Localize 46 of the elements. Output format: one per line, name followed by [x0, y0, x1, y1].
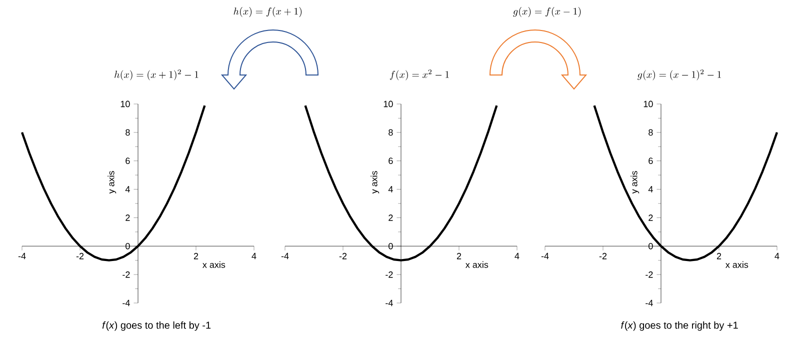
- y-tick-label: -4: [386, 300, 393, 306]
- y-tick-label: -2: [122, 271, 130, 278]
- x-tick-label: -2: [599, 252, 607, 260]
- y-tick-label: 6: [648, 158, 653, 164]
- text: f(x) goes to the right by +1: [621, 321, 738, 331]
- text: f(x) goes to the left by -1: [102, 321, 211, 331]
- x-tick-label: 4: [774, 252, 780, 260]
- y-tick-label: 4: [125, 186, 130, 192]
- y-tick-label: 2: [126, 214, 130, 221]
- x-tick-label: 2: [194, 252, 198, 260]
- y-tick-label: -4: [122, 300, 130, 306]
- text: $h(x) = f(x+1)$: [234, 7, 302, 18]
- y-tick-label: -2: [646, 271, 653, 278]
- y-tick-label: 6: [388, 158, 393, 164]
- y-tick-label: 4: [648, 186, 653, 192]
- x-tick-label: -4: [281, 252, 289, 260]
- x-tick-label: 4: [514, 252, 520, 260]
- chart-title: $h(x) = (x+1)^{2} - 1$: [114, 69, 198, 80]
- x-axis-title: x axis: [466, 261, 488, 268]
- y-tick-label: 4: [388, 186, 393, 192]
- y-tick-label: 8: [648, 129, 653, 136]
- y-tick-label: 10: [384, 100, 393, 108]
- x-tick-label: -4: [18, 252, 26, 260]
- y-tick-label: -2: [386, 271, 393, 278]
- y-tick-label: 10: [644, 100, 653, 108]
- chart-title: $g(x) = (x-1)^{2} - 1$: [638, 69, 721, 80]
- y-tick-label: 8: [126, 129, 130, 136]
- y-tick-label: 2: [388, 214, 393, 221]
- y-axis-title: y axis: [630, 171, 640, 194]
- chart-title: $f(x) = x^{2} - 1$: [390, 69, 449, 80]
- x-tick-label: -4: [541, 252, 549, 260]
- x-tick-label: -2: [76, 252, 84, 260]
- y-tick-label: 6: [126, 158, 130, 164]
- text: $g(x) = f(x-1)$: [513, 7, 581, 18]
- y-axis-title: y axis: [108, 171, 116, 194]
- x-tick-label: -2: [339, 252, 347, 260]
- x-tick-label: 2: [456, 252, 462, 260]
- x-axis-title: x axis: [202, 261, 226, 268]
- x-tick-label: 2: [716, 252, 722, 260]
- y-tick-label: 8: [388, 129, 393, 136]
- y-tick-label: 2: [648, 214, 653, 221]
- y-tick-label: 10: [120, 100, 130, 108]
- x-tick-label: 4: [252, 252, 256, 260]
- x-axis-title: x axis: [726, 261, 748, 268]
- y-axis-title: y axis: [370, 171, 380, 194]
- y-tick-label: -4: [646, 300, 653, 306]
